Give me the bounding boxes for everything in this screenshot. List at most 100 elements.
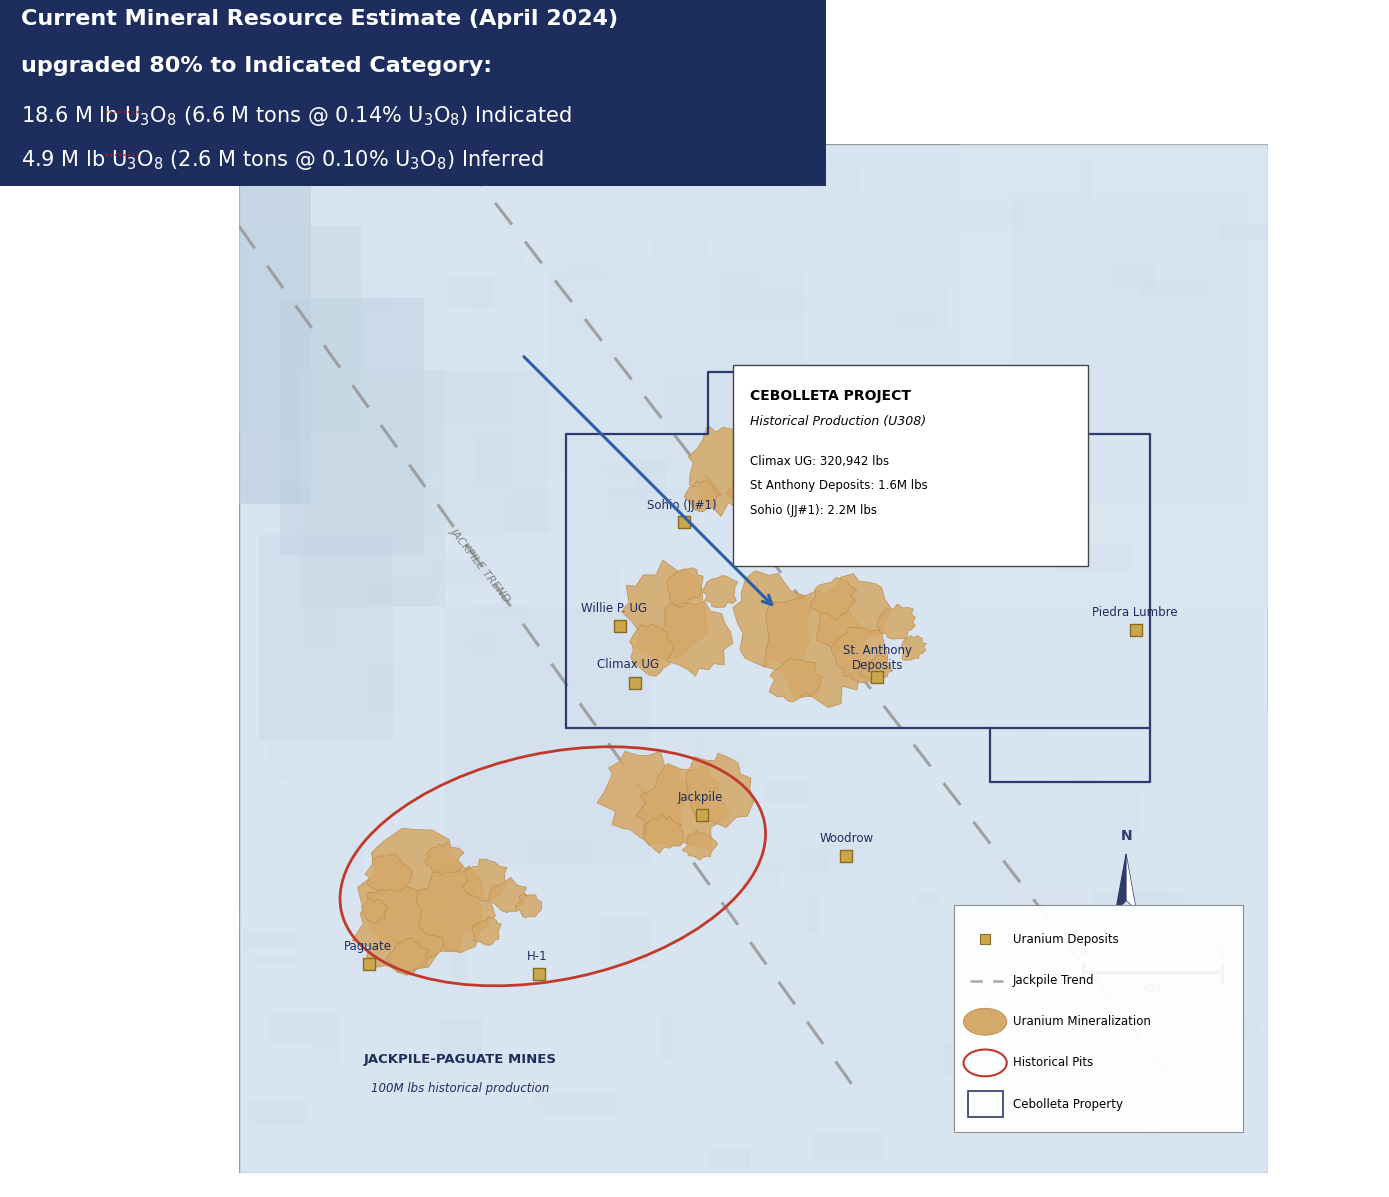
Bar	[563, 233, 604, 275]
Bar	[1201, 1019, 1260, 1039]
Bar	[388, 651, 403, 664]
Text: Uranium Mineralization: Uranium Mineralization	[1013, 1015, 1151, 1028]
Bar	[456, 450, 471, 479]
Text: 0: 0	[1079, 947, 1086, 960]
Bar	[750, 598, 818, 626]
Bar	[1210, 619, 1293, 654]
Bar	[1147, 1081, 1196, 1102]
Polygon shape	[901, 636, 926, 661]
Bar	[739, 867, 781, 895]
Bar	[249, 1099, 306, 1126]
Bar	[533, 1093, 615, 1116]
Point	[1125, 620, 1147, 639]
Polygon shape	[817, 573, 890, 650]
Text: N: N	[1121, 828, 1132, 843]
Text: Climax UG: 320,942 lbs: Climax UG: 320,942 lbs	[750, 455, 889, 468]
Bar	[506, 493, 560, 530]
Bar	[763, 783, 810, 803]
Polygon shape	[365, 853, 413, 892]
Bar	[1139, 281, 1207, 297]
Text: 100M lbs historical production: 100M lbs historical production	[371, 1082, 549, 1095]
Bar	[718, 1026, 782, 1044]
Bar	[1117, 870, 1167, 897]
Polygon shape	[300, 370, 444, 607]
Text: Piedra Lumbre: Piedra Lumbre	[1092, 606, 1178, 619]
Bar	[433, 559, 489, 585]
Bar	[354, 1090, 403, 1131]
Bar	[808, 895, 818, 934]
Bar	[1013, 1092, 1028, 1117]
Bar	[469, 636, 497, 652]
Bar	[765, 642, 799, 692]
Text: Paguate: Paguate	[343, 940, 392, 953]
Bar	[239, 909, 308, 929]
Bar	[1021, 730, 1043, 782]
Bar	[1163, 701, 1218, 716]
Polygon shape	[515, 894, 542, 918]
Bar	[1007, 888, 1086, 938]
Point	[835, 846, 857, 865]
Text: Cebolleta Property: Cebolleta Property	[1013, 1098, 1122, 1111]
Bar	[1082, 158, 1093, 205]
Bar	[828, 1056, 883, 1077]
Bar	[938, 853, 1025, 886]
Bar	[275, 444, 315, 486]
Bar	[439, 1017, 482, 1055]
Polygon shape	[417, 859, 496, 953]
Polygon shape	[386, 938, 429, 976]
Bar	[461, 1107, 529, 1129]
Text: upgraded 80% to Indicated Category:: upgraded 80% to Indicated Category:	[21, 55, 492, 75]
Bar	[469, 300, 499, 338]
Text: CEBOLLETA PROJECT: CEBOLLETA PROJECT	[750, 389, 911, 402]
Polygon shape	[770, 658, 821, 703]
Polygon shape	[726, 462, 775, 505]
Polygon shape	[489, 877, 528, 912]
Polygon shape	[425, 843, 464, 875]
Bar	[243, 481, 308, 503]
Bar	[294, 655, 343, 674]
Bar	[800, 844, 881, 882]
Bar	[721, 275, 756, 321]
Bar	[658, 1143, 710, 1171]
Bar	[593, 567, 621, 613]
Text: KM: KM	[1143, 983, 1161, 996]
Polygon shape	[876, 604, 915, 639]
Bar	[268, 772, 292, 779]
Bar	[256, 956, 294, 964]
Bar	[968, 1090, 1003, 1118]
Bar	[651, 235, 707, 263]
Point	[690, 806, 713, 825]
Bar	[556, 503, 576, 511]
Bar	[836, 372, 851, 409]
Text: Uranium Deposits: Uranium Deposits	[1013, 932, 1118, 946]
Text: Sohio (JJ#1): 2.2M lbs: Sohio (JJ#1): 2.2M lbs	[750, 504, 878, 517]
Bar	[778, 522, 851, 528]
Bar	[411, 948, 456, 997]
Bar	[601, 916, 653, 965]
Bar	[1074, 743, 1097, 785]
Bar	[247, 199, 263, 205]
Polygon shape	[621, 560, 708, 662]
Bar	[960, 557, 1050, 589]
Polygon shape	[444, 607, 650, 864]
Polygon shape	[357, 828, 483, 967]
Bar	[311, 1040, 339, 1065]
Bar	[707, 1149, 750, 1168]
Bar	[801, 163, 861, 193]
Bar	[735, 293, 813, 312]
Polygon shape	[629, 625, 674, 676]
Bar	[1054, 543, 1132, 571]
Bar	[1058, 353, 1075, 366]
Bar	[1104, 786, 1140, 832]
Bar	[371, 579, 435, 607]
Bar	[751, 851, 829, 873]
Bar	[1146, 934, 1195, 985]
Point	[672, 512, 694, 531]
Bar	[1157, 802, 1218, 821]
Bar	[660, 1015, 671, 1061]
Polygon shape	[733, 571, 810, 670]
Bar	[957, 202, 1024, 230]
Polygon shape	[667, 567, 703, 606]
Bar	[313, 749, 350, 767]
Polygon shape	[689, 425, 760, 516]
